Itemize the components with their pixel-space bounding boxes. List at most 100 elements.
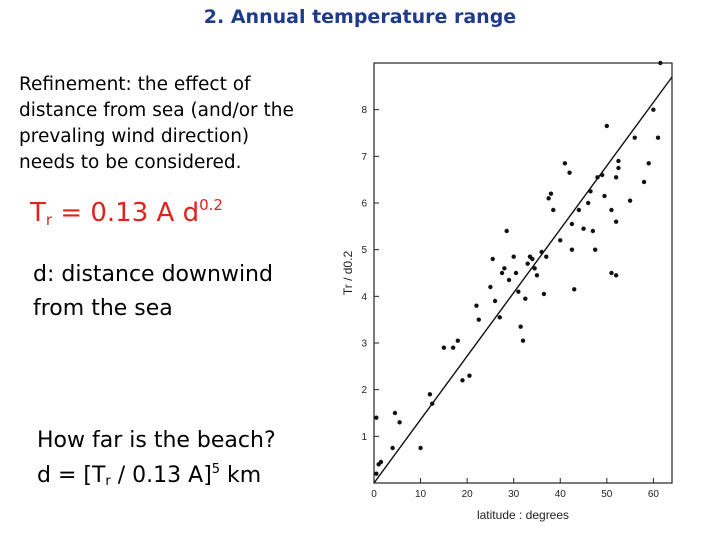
plot-frame xyxy=(373,62,673,484)
data-point xyxy=(567,170,572,175)
data-point xyxy=(455,338,461,343)
data-point xyxy=(616,158,621,164)
data-point xyxy=(599,172,605,178)
data-point xyxy=(504,228,509,234)
data-point xyxy=(569,247,575,252)
beach-formula: d = [Tr / 0.13 A]5 km xyxy=(37,462,261,489)
data-point xyxy=(609,270,614,276)
y-tick-label: 5 xyxy=(361,245,367,256)
data-point xyxy=(646,161,651,166)
x-tick-label: 0 xyxy=(371,489,377,500)
x-tick-label: 20 xyxy=(462,489,474,500)
y-tick-label: 6 xyxy=(361,199,367,210)
data-point xyxy=(516,289,521,294)
data-point xyxy=(488,284,493,290)
data-point xyxy=(651,107,656,112)
y-tick-label: 2 xyxy=(361,385,367,396)
slide-title: 2. Annual temperature range xyxy=(203,6,517,28)
data-point xyxy=(374,415,379,420)
y-tick-label: 1 xyxy=(361,432,367,443)
data-point xyxy=(551,207,556,213)
x-tick-label: 60 xyxy=(648,489,660,500)
data-point xyxy=(581,226,586,231)
data-point xyxy=(511,254,516,259)
data-point xyxy=(497,315,502,320)
distance-definition: d: distance downwind from the sea xyxy=(33,262,273,321)
data-point xyxy=(602,193,607,199)
data-point xyxy=(544,254,549,259)
data-point xyxy=(613,273,619,278)
beach-question: How far is the beach? xyxy=(37,428,276,453)
data-point xyxy=(604,123,610,129)
data-point xyxy=(588,189,593,194)
data-point xyxy=(460,378,465,383)
data-point xyxy=(450,345,456,350)
data-point xyxy=(476,317,481,322)
formula-sup: 0.2 xyxy=(199,196,223,214)
data-point xyxy=(576,207,582,213)
x-tick-label: 40 xyxy=(555,489,567,500)
data-point xyxy=(427,392,433,397)
beach-formula-sup: 5 xyxy=(211,462,221,477)
data-point xyxy=(572,287,577,292)
x-tick-label: 10 xyxy=(415,489,427,500)
data-point xyxy=(534,273,540,278)
refinement-text: Refinement: the effect of distance from … xyxy=(19,74,294,173)
fit-line xyxy=(373,76,673,484)
x-tick-label: 30 xyxy=(508,489,520,500)
data-point xyxy=(506,277,512,283)
data-point xyxy=(539,249,544,255)
data-point xyxy=(418,445,423,451)
data-point xyxy=(585,200,591,206)
data-point xyxy=(562,161,568,166)
data-point xyxy=(613,219,619,224)
data-point xyxy=(655,135,661,140)
data-point xyxy=(392,410,398,416)
data-point xyxy=(590,228,596,234)
beach-formula-mid: / 0.13 A] xyxy=(110,463,212,488)
tr-formula: Tr = 0.13 A d0.2 xyxy=(30,196,223,229)
data-point xyxy=(492,298,498,304)
data-point xyxy=(595,175,600,180)
data-point xyxy=(616,165,621,171)
data-point xyxy=(641,179,647,185)
x-tick-label: 50 xyxy=(601,489,613,500)
formula-body: = 0.13 A d xyxy=(52,198,200,228)
data-point xyxy=(502,266,507,271)
beach-formula-post: km xyxy=(220,463,262,488)
data-point xyxy=(378,459,384,465)
data-point xyxy=(532,266,537,271)
data-point xyxy=(490,256,495,262)
data-point xyxy=(499,270,505,276)
data-point xyxy=(658,60,663,66)
x-axis-label: latitude : degrees xyxy=(477,508,569,522)
data-point xyxy=(467,373,472,378)
y-tick-label: 3 xyxy=(361,339,367,350)
data-point xyxy=(627,198,633,203)
data-point xyxy=(613,175,619,180)
data-point xyxy=(592,247,598,252)
data-point xyxy=(441,345,447,350)
data-point xyxy=(609,207,614,213)
data-point xyxy=(569,221,575,227)
y-tick-label: 7 xyxy=(361,152,367,163)
data-point xyxy=(520,338,526,343)
data-point xyxy=(530,256,535,262)
data-point xyxy=(548,191,554,196)
beach-formula-pre: d = [T xyxy=(37,463,106,488)
data-point xyxy=(474,303,479,308)
data-point xyxy=(558,238,563,243)
data-point xyxy=(397,420,402,425)
data-point xyxy=(523,296,528,301)
scatter-chart: 0 10 20 30 40 50 60 1 2 3 4 5 6 7 8 latitude : degrees T… xyxy=(341,60,673,522)
data-point xyxy=(518,324,523,329)
data-point xyxy=(632,135,637,140)
formula-t: T xyxy=(30,198,46,228)
data-point xyxy=(513,270,519,276)
data-point xyxy=(541,291,547,297)
y-tick-label: 8 xyxy=(361,105,367,116)
data-point xyxy=(374,471,379,476)
y-tick-label: 4 xyxy=(361,292,367,303)
formula-sub: r xyxy=(45,211,53,229)
data-point xyxy=(525,261,530,266)
